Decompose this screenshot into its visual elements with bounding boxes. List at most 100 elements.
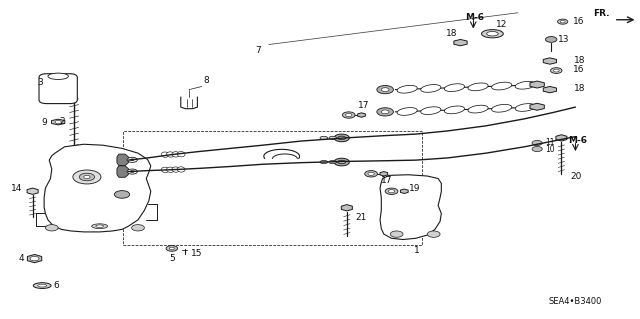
- Text: 15: 15: [191, 249, 202, 258]
- Ellipse shape: [172, 152, 180, 157]
- Polygon shape: [44, 144, 151, 232]
- Text: M-6: M-6: [466, 13, 484, 22]
- Polygon shape: [28, 255, 42, 263]
- Circle shape: [55, 121, 61, 123]
- Text: 7: 7: [255, 47, 261, 56]
- Text: 18: 18: [574, 56, 586, 65]
- Text: 8: 8: [203, 77, 209, 85]
- Ellipse shape: [338, 160, 346, 164]
- Text: 20: 20: [570, 173, 582, 182]
- Polygon shape: [358, 113, 365, 117]
- Circle shape: [545, 37, 557, 42]
- Polygon shape: [401, 189, 408, 194]
- Ellipse shape: [329, 160, 337, 164]
- Text: 18: 18: [574, 85, 586, 93]
- Text: M-6: M-6: [568, 136, 587, 145]
- Text: 19: 19: [410, 184, 421, 193]
- Circle shape: [377, 85, 394, 94]
- Text: 10: 10: [545, 145, 554, 153]
- Ellipse shape: [550, 68, 562, 73]
- Ellipse shape: [320, 136, 328, 139]
- Ellipse shape: [444, 84, 465, 92]
- Circle shape: [334, 134, 349, 142]
- Text: SEA4•B3400: SEA4•B3400: [548, 297, 602, 306]
- Ellipse shape: [557, 19, 568, 24]
- Polygon shape: [341, 204, 353, 211]
- Circle shape: [385, 188, 398, 195]
- Circle shape: [338, 160, 346, 164]
- Ellipse shape: [48, 73, 68, 79]
- Ellipse shape: [481, 30, 503, 38]
- Ellipse shape: [486, 32, 498, 36]
- Polygon shape: [556, 135, 567, 141]
- Polygon shape: [27, 188, 38, 195]
- FancyBboxPatch shape: [39, 74, 77, 104]
- Circle shape: [381, 110, 389, 114]
- Circle shape: [532, 140, 542, 145]
- Circle shape: [346, 114, 352, 117]
- Circle shape: [381, 88, 389, 92]
- Polygon shape: [52, 119, 65, 125]
- Polygon shape: [117, 166, 129, 177]
- Circle shape: [127, 157, 138, 162]
- Circle shape: [115, 191, 130, 198]
- Circle shape: [30, 256, 39, 261]
- Ellipse shape: [444, 106, 465, 114]
- Polygon shape: [543, 86, 557, 93]
- Circle shape: [131, 159, 134, 161]
- Ellipse shape: [161, 167, 169, 173]
- Circle shape: [127, 169, 138, 174]
- Circle shape: [365, 171, 378, 177]
- Circle shape: [428, 231, 440, 237]
- Ellipse shape: [468, 105, 488, 113]
- Ellipse shape: [420, 107, 441, 115]
- Text: 3: 3: [37, 78, 43, 86]
- Circle shape: [170, 247, 174, 250]
- Text: 6: 6: [54, 281, 60, 290]
- Ellipse shape: [166, 152, 174, 157]
- Circle shape: [390, 231, 403, 237]
- Circle shape: [79, 173, 95, 181]
- Ellipse shape: [320, 160, 328, 164]
- Text: 17: 17: [381, 176, 393, 185]
- Text: 16: 16: [573, 65, 584, 74]
- Text: 9: 9: [41, 117, 47, 127]
- Circle shape: [45, 225, 58, 231]
- Circle shape: [342, 112, 355, 118]
- Text: 16: 16: [573, 17, 584, 26]
- Text: 21: 21: [355, 213, 367, 222]
- Polygon shape: [530, 103, 544, 110]
- Text: 12: 12: [495, 20, 507, 29]
- Ellipse shape: [492, 104, 512, 112]
- Polygon shape: [117, 154, 129, 166]
- Ellipse shape: [338, 136, 346, 139]
- Ellipse shape: [96, 225, 104, 227]
- Ellipse shape: [492, 82, 512, 90]
- Ellipse shape: [172, 167, 180, 172]
- Ellipse shape: [166, 167, 174, 172]
- Polygon shape: [530, 81, 544, 88]
- Text: 5: 5: [169, 254, 175, 263]
- Text: FR.: FR.: [593, 9, 609, 18]
- Ellipse shape: [468, 83, 488, 91]
- Circle shape: [368, 172, 374, 175]
- Circle shape: [388, 190, 395, 193]
- Polygon shape: [543, 58, 557, 64]
- Ellipse shape: [560, 20, 565, 23]
- Text: 11: 11: [545, 138, 554, 147]
- Ellipse shape: [38, 284, 47, 287]
- Text: 13: 13: [557, 35, 569, 44]
- Circle shape: [338, 136, 346, 140]
- Circle shape: [73, 170, 101, 184]
- Ellipse shape: [515, 81, 536, 89]
- Circle shape: [131, 171, 134, 173]
- Text: 14: 14: [11, 184, 22, 193]
- Text: 2: 2: [60, 117, 65, 126]
- Circle shape: [377, 108, 394, 116]
- Polygon shape: [454, 40, 467, 46]
- Ellipse shape: [420, 85, 441, 92]
- Circle shape: [84, 175, 90, 179]
- Ellipse shape: [554, 69, 559, 72]
- Ellipse shape: [329, 136, 337, 139]
- Polygon shape: [380, 172, 388, 176]
